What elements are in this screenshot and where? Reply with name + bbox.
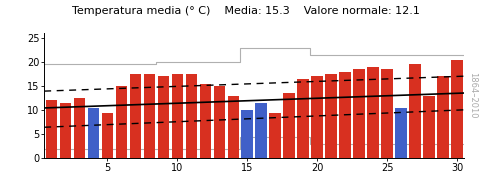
Text: Temperatura media (° C)    Media: 15.3    Valore normale: 12.1: Temperatura media (° C) Media: 15.3 Valo… xyxy=(72,6,419,15)
Bar xyxy=(102,113,113,158)
Bar xyxy=(115,86,127,158)
Bar xyxy=(270,113,281,158)
Bar xyxy=(451,60,463,158)
Bar xyxy=(437,76,449,158)
Bar xyxy=(171,74,183,158)
Bar xyxy=(214,86,225,158)
Bar xyxy=(382,69,393,158)
Bar xyxy=(395,108,407,158)
Bar xyxy=(255,103,267,158)
Bar xyxy=(74,98,85,158)
Bar xyxy=(242,110,253,158)
Bar xyxy=(87,108,99,158)
Bar xyxy=(423,96,435,158)
Bar xyxy=(354,69,365,158)
Text: 1864–2010: 1864–2010 xyxy=(468,72,477,119)
Bar xyxy=(199,84,211,158)
Bar xyxy=(326,74,337,158)
Bar xyxy=(227,96,239,158)
Bar xyxy=(59,103,71,158)
Bar xyxy=(143,74,155,158)
Bar xyxy=(158,76,169,158)
Bar xyxy=(298,79,309,158)
Bar xyxy=(367,67,379,158)
Bar xyxy=(186,74,197,158)
Bar xyxy=(339,72,351,158)
Bar xyxy=(46,100,57,158)
Bar xyxy=(283,93,295,158)
Bar xyxy=(311,76,323,158)
Bar xyxy=(409,64,421,158)
Bar xyxy=(130,74,141,158)
